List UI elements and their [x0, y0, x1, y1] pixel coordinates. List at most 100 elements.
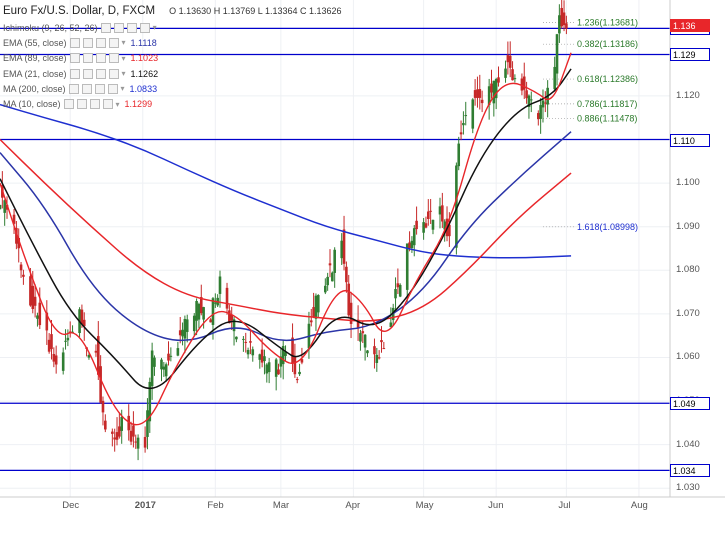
candle-body	[361, 331, 365, 334]
candle-body	[422, 222, 425, 233]
candle-body	[359, 333, 362, 342]
candle-body	[50, 334, 53, 350]
candle-body	[211, 298, 215, 325]
candle-body	[136, 437, 140, 449]
candle-body	[429, 210, 432, 212]
chart-legend: Euro Fx/U.S. Dollar, D, FXCM O 1.13630 H…	[3, 2, 342, 112]
settings-icon[interactable]	[82, 53, 93, 64]
eye-icon[interactable]	[63, 99, 74, 110]
candle-body	[185, 319, 189, 332]
more-icon[interactable]	[139, 22, 150, 33]
chevron-down-icon[interactable]: ▾	[115, 99, 120, 109]
settings-icon[interactable]	[82, 68, 93, 79]
candle-body	[22, 274, 25, 277]
candle-body	[300, 359, 304, 363]
chevron-down-icon[interactable]: ▾	[121, 38, 126, 48]
settings-icon[interactable]	[82, 37, 93, 48]
candle-body	[178, 330, 182, 336]
chevron-down-icon[interactable]: ▾	[121, 69, 126, 79]
candle-body	[202, 307, 205, 320]
indicator-label: MA (10, close)	[3, 99, 61, 110]
candle-body	[148, 381, 152, 422]
candle-body	[328, 263, 332, 266]
candle-body	[560, 7, 564, 27]
close-icon[interactable]	[94, 83, 105, 94]
settings-icon[interactable]	[76, 99, 87, 110]
legend-title-row: Euro Fx/U.S. Dollar, D, FXCM O 1.13630 H…	[3, 2, 342, 20]
close-icon[interactable]	[95, 68, 106, 79]
candle-body	[506, 55, 510, 63]
candle-body	[553, 66, 556, 90]
fib-label: 1.618(1.08998)	[577, 222, 638, 232]
chevron-down-icon[interactable]: ▾	[120, 84, 125, 94]
more-icon[interactable]	[108, 53, 119, 64]
candle-body	[127, 415, 131, 431]
close-icon[interactable]	[95, 37, 106, 48]
candle-body	[375, 354, 379, 363]
candle-body	[476, 89, 479, 98]
eye-icon[interactable]	[69, 37, 80, 48]
ohlc-low: 1.13364	[264, 6, 298, 16]
chevron-down-icon[interactable]: ▾	[152, 23, 157, 33]
candle-body	[258, 354, 262, 360]
candle-body	[309, 320, 313, 323]
close-icon[interactable]	[89, 99, 100, 110]
candle-body	[541, 100, 545, 108]
more-icon[interactable]	[108, 37, 119, 48]
candle-body	[412, 228, 416, 246]
settings-icon[interactable]	[81, 83, 92, 94]
indicator-row[interactable]: MA (200, close) ▾ 1.0833	[3, 81, 342, 96]
candle-body	[263, 356, 266, 362]
indicator-row[interactable]: Ichimoku (9, 26, 52, 26) ▾	[3, 20, 342, 35]
indicator-row[interactable]: MA (10, close) ▾ 1.1299	[3, 96, 342, 111]
indicator-row[interactable]: EMA (89, close) ▾ 1.1023	[3, 51, 342, 66]
candle-body	[246, 349, 250, 355]
indicator-label: Ichimoku (9, 26, 52, 26)	[3, 22, 98, 33]
candle-body	[504, 68, 507, 78]
symbol-title[interactable]: Euro Fx/U.S. Dollar, D, FXCM	[3, 5, 156, 17]
candle-body	[281, 345, 285, 365]
candle-body	[478, 89, 482, 98]
candle-body	[199, 297, 203, 314]
candle-body	[490, 83, 493, 93]
candle-body	[120, 416, 124, 431]
chevron-down-icon[interactable]: ▾	[121, 53, 126, 63]
eye-icon[interactable]	[68, 83, 79, 94]
close-icon[interactable]	[95, 53, 106, 64]
candle-body	[441, 205, 444, 222]
settings-icon[interactable]	[113, 22, 124, 33]
more-icon[interactable]	[108, 68, 119, 79]
indicator-label: EMA (89, close)	[3, 53, 67, 64]
eye-icon[interactable]	[69, 53, 80, 64]
candle-body	[513, 78, 517, 80]
candle-body	[197, 303, 201, 320]
candle-body	[382, 348, 386, 350]
more-icon[interactable]	[107, 83, 118, 94]
time-tick-label: Mar	[272, 500, 290, 511]
candle-body	[235, 336, 238, 340]
time-tick-label: Aug	[630, 500, 648, 511]
candle-body	[15, 227, 18, 244]
eye-icon[interactable]	[100, 22, 111, 33]
candle-body	[47, 339, 51, 352]
indicator-row[interactable]: EMA (55, close) ▾ 1.1118	[3, 35, 342, 50]
eye-icon[interactable]	[69, 68, 80, 79]
candle-body	[181, 329, 184, 337]
ohlc-o-label: O	[169, 6, 177, 16]
candle-body	[366, 350, 369, 354]
candle-body	[244, 341, 248, 343]
indicator-row[interactable]: EMA (21, close) ▾ 1.1262	[3, 66, 342, 81]
series-line-ema-21-close	[0, 68, 572, 390]
time-tick-label: Jul	[558, 500, 571, 511]
candle-body	[232, 319, 236, 332]
candle-body	[448, 224, 451, 237]
candle-body	[511, 69, 514, 81]
series-line-ma-10-close	[0, 52, 572, 426]
more-icon[interactable]	[102, 99, 113, 110]
candle-body	[132, 425, 135, 437]
time-tick-label: 2017	[134, 500, 156, 511]
candle-body	[331, 272, 334, 282]
candle-body	[134, 441, 138, 443]
close-icon[interactable]	[126, 22, 137, 33]
